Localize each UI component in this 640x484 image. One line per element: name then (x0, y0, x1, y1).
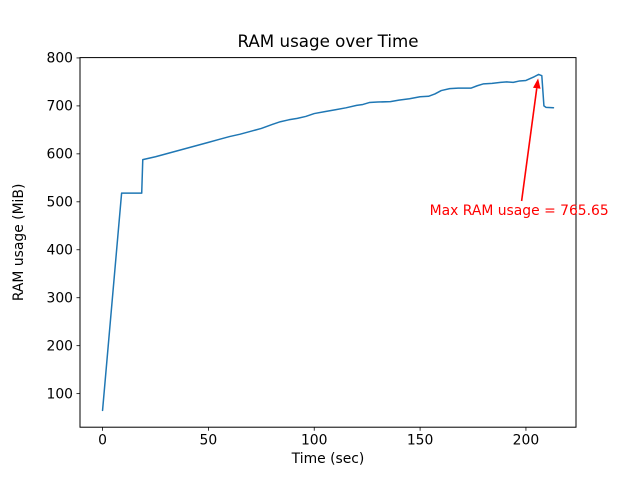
x-tick-label-3: 150 (407, 433, 434, 449)
plot-area (79, 57, 577, 428)
y-tick-label-3: 400 (46, 243, 73, 259)
x-tick-label-2: 100 (301, 433, 328, 449)
y-tick-label-4: 500 (46, 195, 73, 211)
ram-usage-line-series (101, 73, 555, 412)
x-tick-label-0: 0 (98, 433, 107, 449)
y-tick-label-0: 100 (46, 386, 73, 402)
x-tick-label-1: 50 (200, 433, 218, 449)
y-tick-label-1: 200 (46, 338, 73, 354)
max-annotation-arrow-head (533, 78, 541, 89)
chart-title: RAM usage over Time (237, 31, 418, 51)
x-tick-label-4: 200 (513, 433, 540, 449)
x-axis-label: Time (sec) (291, 451, 365, 467)
max-annotation-arrow-shaft (520, 88, 538, 202)
max-annotation-text: Max RAM usage = 765.65 (430, 203, 609, 219)
y-tick-label-5: 600 (46, 147, 73, 163)
y-tick-label-7: 800 (46, 51, 73, 67)
y-tick-label-6: 700 (46, 99, 73, 115)
y-axis-label: RAM usage (MiB) (11, 184, 27, 302)
y-tick-label-2: 300 (46, 291, 73, 307)
